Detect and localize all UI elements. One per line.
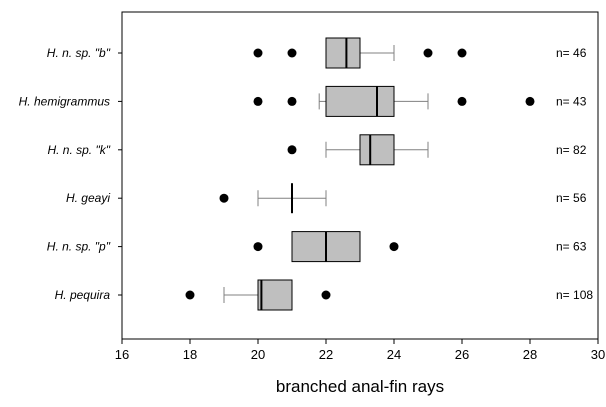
outlier-point — [287, 96, 297, 106]
outlier-point — [457, 96, 467, 106]
outlier-point — [219, 193, 229, 203]
x-tick-label: 18 — [183, 347, 197, 362]
n-label: n= 56 — [556, 191, 587, 205]
x-axis-ticks: 16 18 20 22 24 26 28 30 — [115, 339, 605, 362]
outlier-point — [287, 145, 297, 155]
box-iqr — [325, 85, 395, 117]
plot-area-frame — [121, 11, 599, 340]
box-row: n= 63 — [253, 231, 587, 263]
box-iqr — [325, 37, 361, 69]
x-tick-label: 22 — [319, 347, 333, 362]
outlier-point — [287, 48, 297, 58]
outlier-point — [423, 48, 433, 58]
category-labels: H. n. sp. "b" H. hemigrammus H. n. sp. "k"… — [19, 46, 122, 302]
box-row: n= 108 — [185, 279, 593, 311]
outlier-point — [253, 242, 263, 252]
x-tick-label: 16 — [115, 347, 129, 362]
n-label: n= 82 — [556, 143, 587, 157]
outlier-point — [525, 96, 535, 106]
x-axis-title: branched anal-fin rays — [276, 377, 444, 396]
x-tick-label: 30 — [591, 347, 605, 362]
x-tick-label: 24 — [387, 347, 401, 362]
x-tick-label: 26 — [455, 347, 469, 362]
n-label: n= 63 — [556, 240, 587, 254]
box-row: n= 46 — [253, 37, 587, 69]
n-label: n= 46 — [556, 46, 587, 60]
box-row: n= 43 — [253, 85, 587, 117]
outlier-point — [185, 290, 195, 300]
box-iqr — [257, 279, 293, 311]
x-tick-label: 20 — [251, 347, 265, 362]
outlier-point — [253, 96, 263, 106]
outlier-point — [457, 48, 467, 58]
box-iqr — [359, 134, 395, 166]
category-label: H. n. sp. "k" — [47, 143, 110, 157]
outlier-point — [321, 290, 331, 300]
x-tick-label: 28 — [523, 347, 537, 362]
category-label: H. geayi — [66, 191, 110, 205]
category-label: H. n. sp. "b" — [47, 46, 111, 60]
n-label: n= 43 — [556, 94, 587, 108]
box-row: n= 82 — [287, 134, 587, 166]
outlier-point — [389, 242, 399, 252]
box-group: n= 46 n= 43 n= 82 n= 56 n= 63 n= 108 — [185, 37, 593, 311]
n-label: n= 108 — [556, 288, 593, 302]
outlier-point — [253, 48, 263, 58]
box-row: n= 56 — [219, 183, 587, 214]
category-label: H. n. sp. "p" — [47, 240, 111, 254]
category-label: H. pequira — [55, 288, 111, 302]
category-label: H. hemigrammus — [19, 94, 110, 108]
